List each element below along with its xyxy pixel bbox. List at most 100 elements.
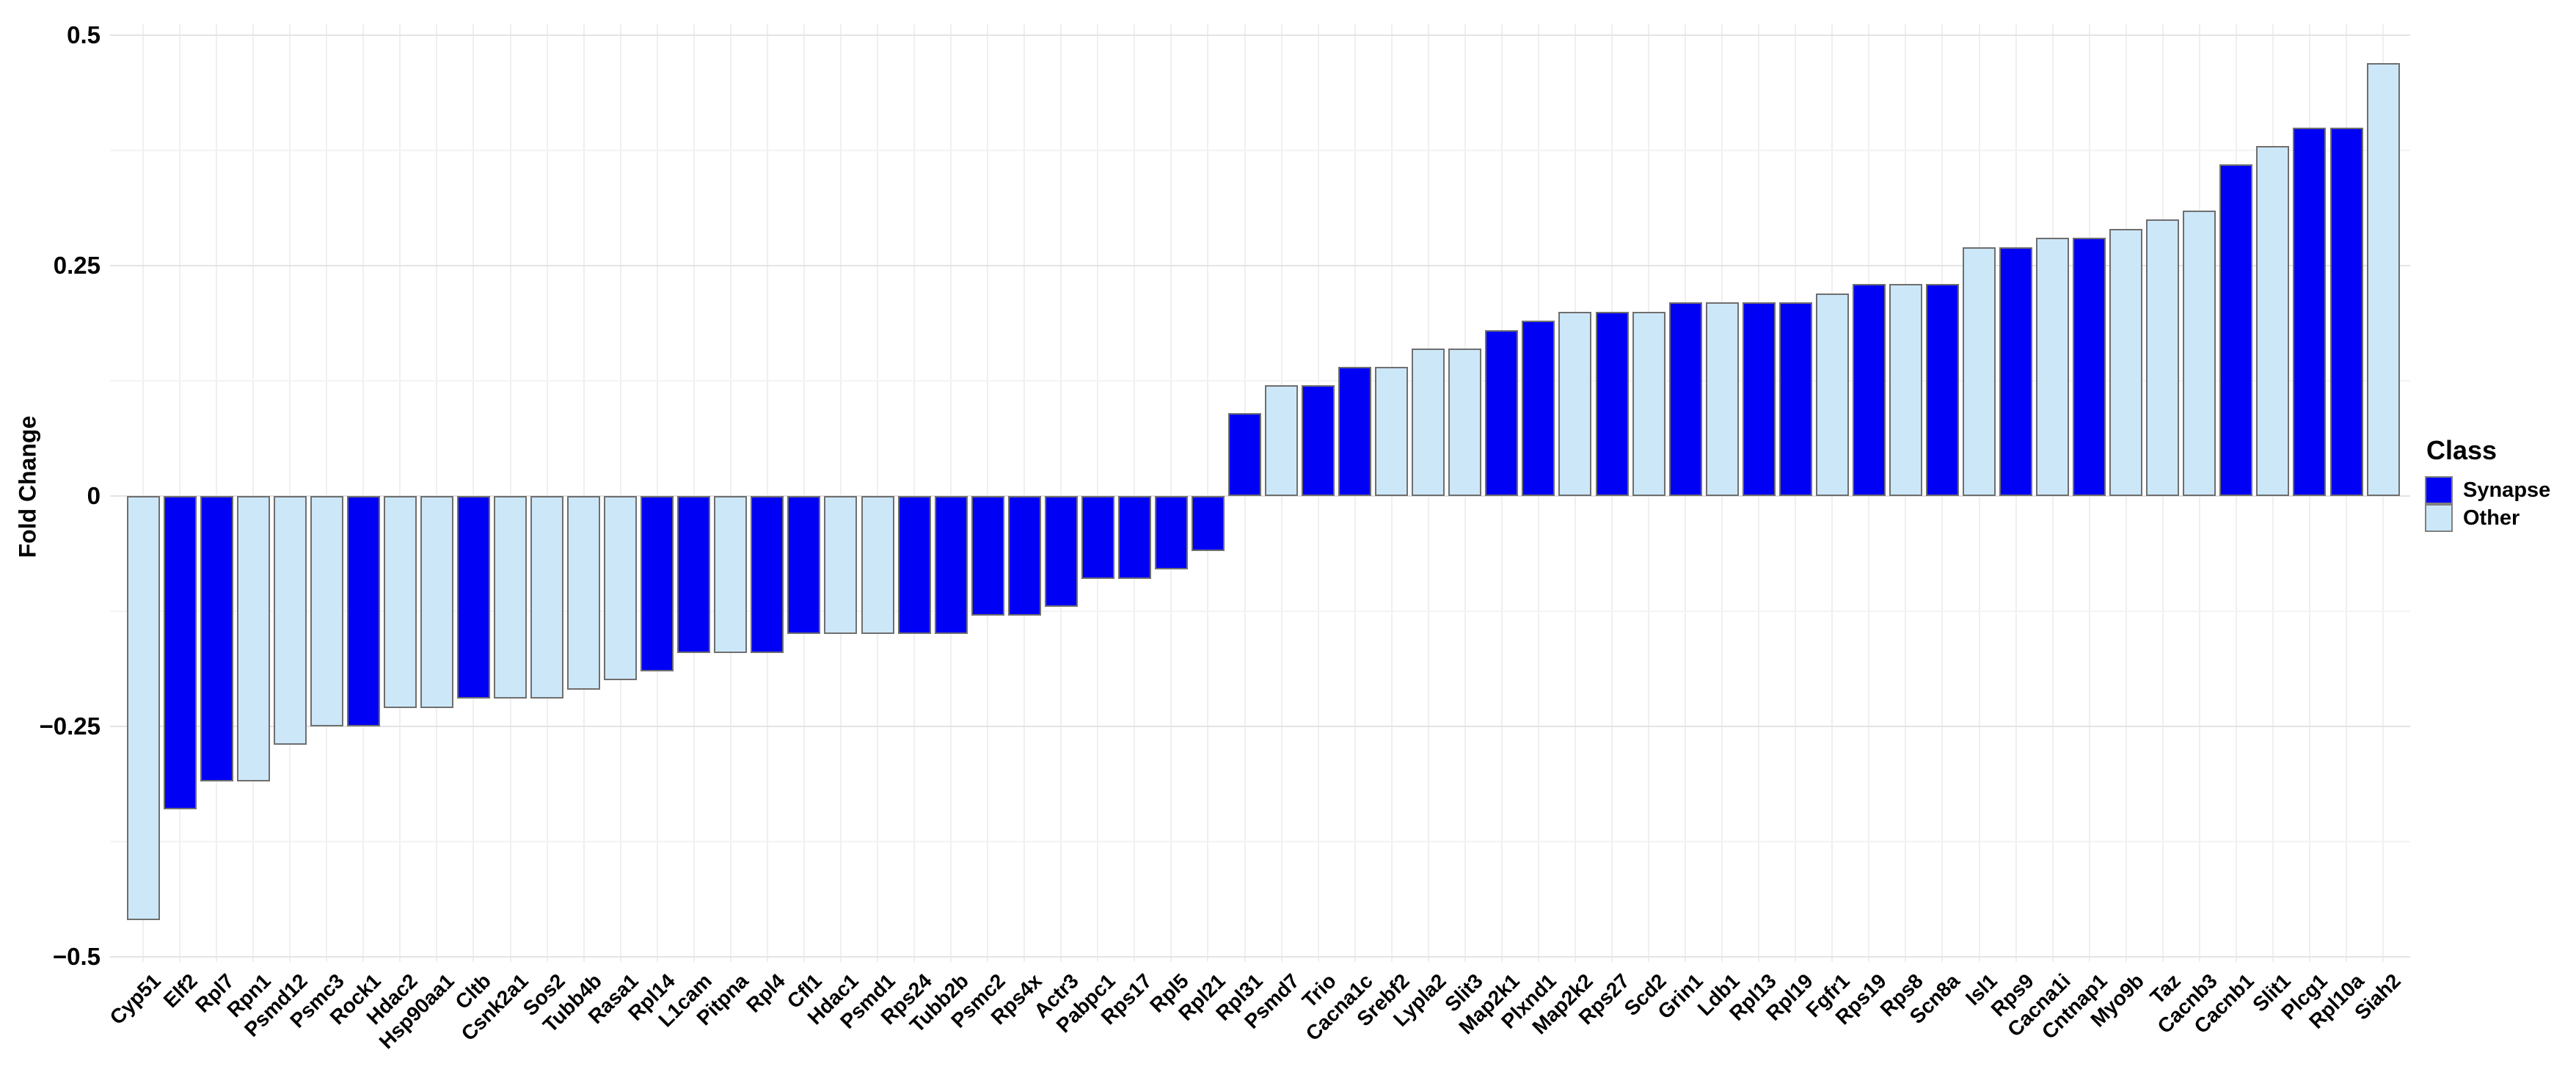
bar-Rps9 [1999, 247, 2033, 496]
bar-Tubb2b [934, 496, 968, 635]
bar-Psmc3 [310, 496, 343, 726]
y-tick-label: 0 [87, 482, 101, 509]
minor-gridline [110, 380, 2410, 382]
legend-label: Synapse [2463, 478, 2551, 502]
vertical-gridline [1170, 24, 1172, 962]
legend-entry-Other: Other [2425, 504, 2572, 532]
bar-Cntnap1 [2073, 238, 2106, 496]
bar-Srebf2 [1375, 367, 1409, 496]
bar-Map2k1 [1485, 329, 1519, 496]
legend-entry-Synapse: Synapse [2425, 476, 2572, 504]
major-gridline [110, 726, 2410, 727]
bar-Ldb1 [1705, 302, 1739, 496]
bar-Fgfr1 [1815, 293, 1849, 496]
bar-Rps4x [1007, 496, 1041, 616]
bar-Rpl14 [641, 496, 674, 671]
bar-Rps8 [1889, 284, 1922, 496]
bar-Pabpc1 [1081, 496, 1114, 580]
bar-Actr3 [1044, 496, 1078, 607]
vertical-gridline [950, 24, 952, 962]
legend: Class Synapse Other [2425, 435, 2572, 532]
vertical-gridline [362, 24, 365, 962]
vertical-gridline [656, 24, 658, 962]
bar-Rpl7 [200, 496, 233, 782]
y-tick-label: 0.5 [67, 21, 101, 48]
bar-Csnk2a1 [494, 496, 527, 699]
minor-gridline [110, 841, 2410, 842]
y-tick-label: −0.25 [39, 712, 101, 740]
vertical-gridline [252, 24, 255, 962]
vertical-gridline [619, 24, 621, 962]
bar-Rpl21 [1191, 496, 1225, 552]
y-tick-label: −0.5 [52, 943, 101, 970]
vertical-gridline [1060, 24, 1062, 962]
vertical-gridline [216, 24, 218, 962]
bar-Grin1 [1668, 302, 1702, 496]
vertical-gridline [142, 24, 144, 962]
legend-swatch-Synapse [2425, 476, 2453, 504]
bar-Psmd12 [273, 496, 307, 745]
bar-Isl1 [1963, 247, 1996, 496]
bar-Rpl10a [2329, 127, 2363, 496]
bar-Cltb [456, 496, 490, 699]
bar-Cacna1i [2036, 238, 2070, 496]
vertical-gridline [436, 24, 438, 962]
bar-Cacnb1 [2219, 164, 2253, 496]
bar-Slit3 [1448, 349, 1482, 496]
bar-Hdac1 [824, 496, 858, 635]
bar-Rps19 [1852, 284, 1886, 496]
vertical-gridline [1207, 24, 1209, 962]
bar-Hsp90aa1 [420, 496, 453, 708]
bar-Rps24 [897, 496, 931, 635]
legend-entries: Synapse Other [2425, 476, 2572, 532]
vertical-gridline [399, 24, 401, 962]
bar-Rpl19 [1778, 302, 1812, 496]
bar-Plcg1 [2293, 127, 2327, 496]
bar-Trio [1302, 385, 1335, 496]
bar-Taz [2146, 219, 2180, 496]
bar-Sos2 [530, 496, 564, 699]
bar-Rps17 [1117, 496, 1151, 580]
vertical-gridline [913, 24, 916, 962]
bar-L1cam [677, 496, 711, 653]
vertical-gridline [693, 24, 695, 962]
x-tick-label-Rpl4: Rpl4 [741, 969, 789, 1017]
vertical-gridline [472, 24, 475, 962]
vertical-gridline [546, 24, 548, 962]
bar-Pitpna [714, 496, 748, 653]
vertical-gridline [987, 24, 989, 962]
minor-gridline [110, 150, 2410, 151]
bar-Rpl4 [751, 496, 784, 653]
bar-Tubb4b [567, 496, 601, 690]
bar-Cacnb3 [2183, 210, 2216, 496]
legend-label: Other [2463, 506, 2520, 530]
vertical-gridline [1134, 24, 1136, 962]
bar-Scd2 [1632, 311, 1665, 496]
vertical-gridline [583, 24, 585, 962]
bar-Cacna1c [1338, 367, 1372, 496]
major-gridline [110, 265, 2410, 266]
vertical-gridline [179, 24, 181, 962]
major-gridline [110, 956, 2410, 958]
y-tick-label: 0.25 [53, 252, 101, 279]
legend-swatch-Other [2425, 504, 2453, 532]
vertical-gridline [326, 24, 328, 962]
vertical-gridline [803, 24, 805, 962]
bar-Psmc2 [971, 496, 1004, 616]
bar-Rasa1 [604, 496, 638, 681]
bar-Slit1 [2256, 145, 2290, 496]
bar-Elf2 [163, 496, 197, 810]
vertical-gridline [729, 24, 731, 962]
x-tick-label-Cyp51: Cyp51 [105, 969, 165, 1029]
bar-Myo9b [2109, 228, 2143, 496]
bar-Rpl5 [1154, 496, 1188, 570]
bar-Hdac2 [383, 496, 417, 708]
vertical-gridline [877, 24, 878, 962]
vertical-gridline [1024, 24, 1026, 962]
bar-Rpl31 [1228, 412, 1261, 496]
vertical-gridline [839, 24, 842, 962]
bar-Scn8a [1925, 284, 1959, 496]
legend-title: Class [2426, 435, 2497, 465]
bar-Cfl1 [787, 496, 821, 635]
